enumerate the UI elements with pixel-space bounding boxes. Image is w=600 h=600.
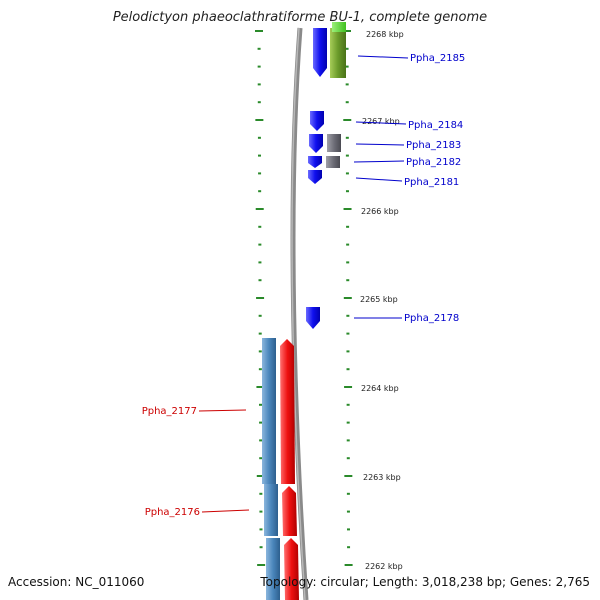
gene-ppha-2184-arrow[interactable] — [310, 111, 324, 131]
right-tick-column — [343, 30, 353, 566]
leader-ppha-2176 — [201, 509, 250, 513]
scale-label-2267: 2267 kbp — [362, 117, 400, 126]
leader-ppha-2183 — [355, 143, 405, 146]
reverse-steel-bar-bottom — [266, 538, 280, 600]
genome-backbone-highlight — [291, 27, 306, 600]
left-tick-column — [255, 30, 266, 566]
scale-label-2265: 2265 kbp — [360, 295, 398, 304]
scale-label-2264: 2264 kbp — [361, 384, 399, 393]
accession-label: Accession: NC_011060 — [8, 575, 145, 589]
gene-ppha-2185-rna-bar[interactable] — [330, 28, 346, 78]
label-ppha-2184[interactable]: Ppha_2184 — [408, 120, 463, 131]
leader-ppha-2185 — [357, 55, 409, 59]
leader-ppha-2184 — [355, 121, 407, 125]
gene-ppha-2181-arrow[interactable] — [308, 170, 322, 184]
gene-ppha-2177-arrow[interactable] — [280, 339, 295, 484]
label-ppha-2176[interactable]: Ppha_2176 — [145, 507, 200, 518]
label-ppha-2185[interactable]: Ppha_2185 — [410, 53, 465, 64]
gene-ppha-2182-arrow[interactable] — [308, 156, 322, 168]
label-ppha-2178[interactable]: Ppha_2178 — [404, 313, 459, 324]
genome-title: Pelodictyon phaeoclathratiforme BU-1, co… — [112, 10, 488, 25]
label-ppha-2183[interactable]: Ppha_2183 — [406, 140, 461, 151]
scale-label-2268: 2268 kbp — [366, 30, 404, 39]
scale-label-2262: 2262 kbp — [365, 562, 403, 571]
scale-label-2263: 2263 kbp — [363, 473, 401, 482]
topology-label: Topology: circular; Length: 3,018,238 bp… — [260, 575, 590, 589]
leader-ppha-2177 — [198, 409, 247, 412]
leader-ppha-2182 — [353, 160, 405, 163]
bright-green-feature — [332, 22, 346, 32]
reverse-red-arrow-bottom — [284, 538, 299, 600]
gene-ppha-2182-gray-bar — [326, 156, 340, 168]
gene-ppha-2177-steel-bar[interactable] — [262, 338, 276, 484]
label-ppha-2181[interactable]: Ppha_2181 — [404, 177, 459, 188]
gene-ppha-2183-arrow[interactable] — [309, 134, 323, 153]
label-ppha-2177[interactable]: Ppha_2177 — [142, 406, 197, 417]
gene-ppha-2185-arrow[interactable] — [313, 28, 327, 77]
label-ppha-2182[interactable]: Ppha_2182 — [406, 157, 461, 168]
gene-ppha-2176-arrow[interactable] — [282, 486, 297, 536]
leader-ppha-2181 — [355, 177, 403, 182]
gene-ppha-2176-steel-bar[interactable] — [264, 484, 278, 536]
gene-ppha-2178-arrow[interactable] — [306, 307, 320, 329]
gene-ppha-2183-gray-bar — [327, 134, 341, 152]
genome-backbone — [290, 27, 309, 600]
scale-label-2266: 2266 kbp — [361, 207, 399, 216]
